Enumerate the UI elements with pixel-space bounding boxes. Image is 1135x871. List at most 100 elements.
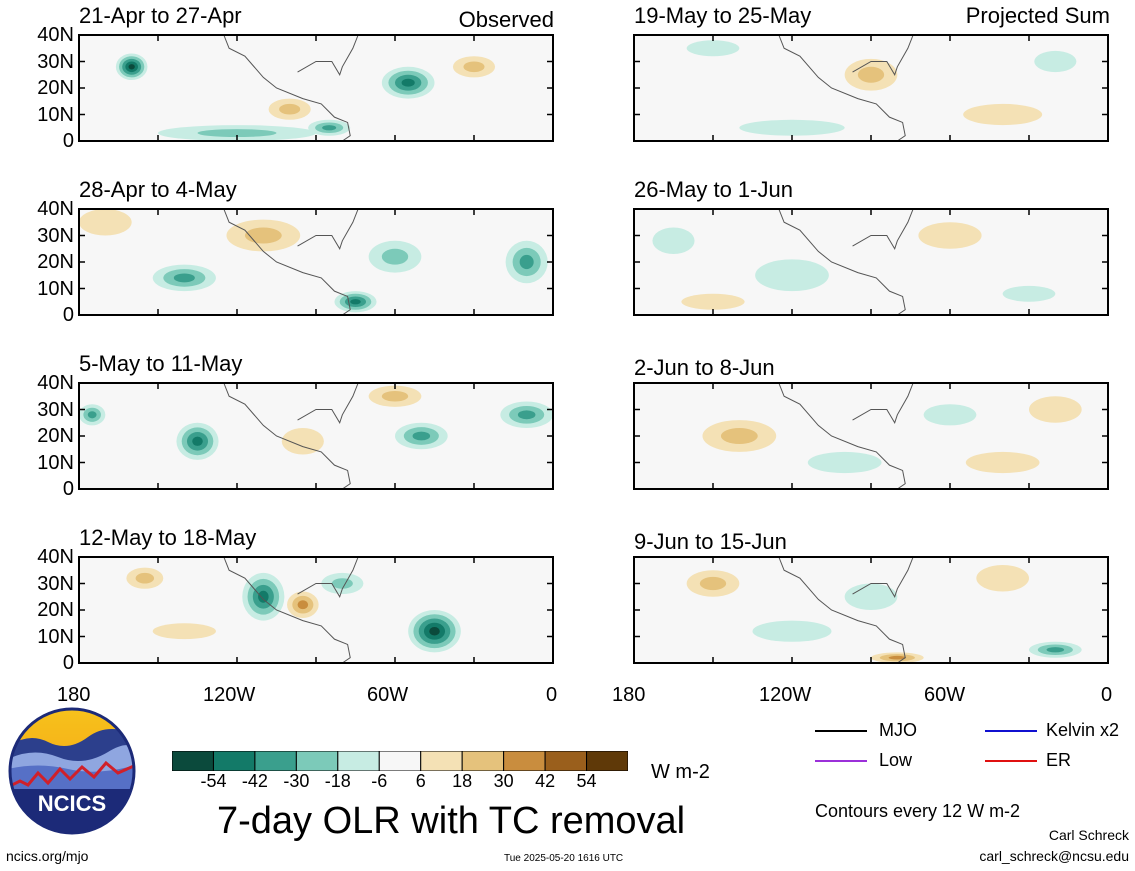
- panel-field-7: [634, 383, 1108, 489]
- colorbar-swatch: [254, 751, 297, 771]
- olr-anomaly-mark: [965, 451, 1040, 474]
- coastline: [223, 35, 351, 141]
- x-tick-120w-right: 120W: [759, 684, 812, 706]
- y-tick-label: 10N: [37, 625, 74, 648]
- olr-anomaly-mark: [322, 125, 337, 131]
- panel-title-4: 12-May to 18-May: [79, 525, 257, 550]
- colorbar-swatch: [337, 751, 380, 771]
- x-tick-180-right: 180: [612, 684, 646, 706]
- olr-anomaly-mark: [429, 626, 440, 636]
- panel-title-5: 19-May to 25-May: [634, 3, 812, 28]
- olr-anomaly-mark: [79, 209, 132, 236]
- olr-anomaly-mark: [918, 222, 982, 249]
- olr-anomaly-mark: [381, 390, 409, 402]
- olr-anomaly-mark: [686, 40, 740, 57]
- olr-anomaly-mark: [197, 129, 277, 138]
- coastline: [852, 35, 914, 76]
- olr-anomaly-mark: [192, 436, 203, 446]
- colorbar-swatch: [586, 751, 628, 771]
- olr-anomaly-mark: [1046, 647, 1065, 653]
- olr-anomaly-mark: [888, 655, 907, 660]
- y-tick-label: 40N: [37, 198, 74, 220]
- olr-anomaly-mark: [1029, 396, 1082, 423]
- website-link[interactable]: ncics.org/mjo: [6, 848, 89, 864]
- colorbar-tick-label: 54: [576, 771, 597, 791]
- coastline: [852, 557, 914, 598]
- coastline: [778, 35, 906, 141]
- colorbar-tick-label: -54: [200, 771, 227, 791]
- legend-mjo-label: MJO: [879, 720, 917, 740]
- coastline: [778, 383, 906, 489]
- contours-note: Contours every 12 W m-2: [815, 801, 1021, 821]
- y-tick-label: 10N: [37, 277, 74, 300]
- olr-anomaly-mark: [720, 428, 758, 444]
- coastline: [778, 557, 906, 663]
- olr-anomaly-mark: [517, 410, 536, 420]
- y-tick-label: 10N: [37, 451, 74, 474]
- olr-anomaly-mark: [844, 583, 898, 610]
- colorbar-tick-label: 30: [493, 771, 514, 791]
- panel-title-1: 21-Apr to 27-Apr: [79, 3, 242, 28]
- colorbar-swatch: [503, 751, 546, 771]
- y-tick-label: 20N: [37, 599, 74, 621]
- y-tick-label: 30N: [37, 572, 74, 595]
- projected-label: Projected Sum: [965, 3, 1110, 28]
- y-tick-label: 40N: [37, 24, 74, 46]
- main-title: 7-day OLR with TC removal: [217, 800, 686, 842]
- panel-field-4: [79, 557, 553, 663]
- olr-anomaly-mark: [87, 411, 97, 419]
- coastline: [297, 35, 359, 76]
- coastline: [852, 209, 914, 250]
- olr-anomaly-mark: [381, 248, 409, 265]
- panel-title-6: 26-May to 1-Jun: [634, 177, 793, 202]
- y-tick-label: 40N: [37, 372, 74, 394]
- olr-anomaly-mark: [244, 227, 282, 244]
- author-email: carl_schreck@ncsu.edu: [979, 848, 1129, 864]
- y-tick-label: 20N: [37, 425, 74, 447]
- colorbar-tick-label: -6: [371, 771, 388, 791]
- y-tick-label: 40N: [37, 546, 74, 568]
- x-tick-60w-right: 60W: [924, 684, 966, 706]
- olr-anomaly-mark: [463, 61, 485, 73]
- units-label: W m-2: [651, 761, 710, 783]
- olr-anomaly-mark: [281, 428, 324, 455]
- colorbar-tick-label: -18: [324, 771, 351, 791]
- ncics-logo: NCICS: [8, 707, 136, 835]
- panel-title-8: 9-Jun to 15-Jun: [634, 529, 787, 554]
- author-name: Carl Schreck: [1048, 827, 1129, 843]
- x-tick-60w-left: 60W: [367, 684, 409, 706]
- panel-field-6: [634, 209, 1108, 315]
- olr-anomaly-mark: [755, 259, 829, 292]
- legend-er-label: ER: [1046, 750, 1072, 770]
- olr-anomaly-mark: [350, 299, 361, 305]
- legend-lines: [815, 730, 1037, 762]
- y-tick-label: 30N: [37, 50, 74, 73]
- y-tick-label: 20N: [37, 251, 74, 273]
- coastline: [223, 209, 351, 315]
- olr-anomaly-mark: [173, 273, 195, 283]
- coastline: [778, 209, 906, 315]
- y-tick-label: 0: [62, 478, 74, 500]
- colorbar-swatch: [378, 751, 422, 771]
- colorbar: [172, 751, 628, 771]
- olr-anomaly-mark: [412, 431, 431, 441]
- colorbar-tick-label: -30: [283, 771, 310, 791]
- panel-field-3: [79, 383, 553, 489]
- olr-anomaly-mark: [331, 578, 353, 589]
- logo-text: NCICS: [38, 791, 106, 816]
- colorbar-tick-label: -42: [241, 771, 268, 791]
- observed-label: Observed: [458, 7, 554, 32]
- panel-field-8: [634, 557, 1108, 663]
- olr-anomaly-mark: [1002, 285, 1056, 302]
- olr-anomaly-mark: [857, 66, 885, 83]
- y-tick-label: 0: [62, 130, 74, 152]
- colorbar-tick-label: 18: [452, 771, 473, 791]
- olr-anomaly-mark: [807, 451, 882, 474]
- olr-anomaly-mark: [297, 600, 309, 610]
- y-tick-label: 10N: [37, 103, 74, 126]
- colorbar-swatch: [172, 751, 214, 771]
- olr-anomaly-mark: [135, 572, 155, 584]
- coastline: [297, 209, 359, 250]
- olr-anomaly-mark: [923, 404, 977, 426]
- coastline: [852, 383, 914, 424]
